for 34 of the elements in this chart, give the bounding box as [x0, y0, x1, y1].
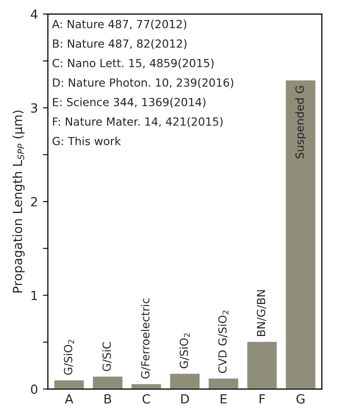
bar: [92, 375, 124, 390]
x-tick-label: E: [220, 394, 227, 404]
annotation: G/SiO$_{2}$: [64, 340, 74, 375]
x-tick-label: D: [181, 394, 189, 404]
annotation: C: Nano Lett. 15, 4859(2015): [52, 58, 214, 69]
annotation: D: Nature Photon. 10, 239(2016): [53, 78, 234, 88]
bar: [130, 382, 162, 390]
annotation: F: Nature Mater. 14, 421(2015): [53, 117, 223, 128]
bar: [207, 377, 240, 390]
annotation: Suspended G: [295, 86, 306, 158]
annotation: G: This work: [52, 136, 121, 146]
annotation: E: Science 344, 1369(2014): [53, 98, 206, 108]
annotation: A: Nature 487, 77(2012): [52, 20, 186, 30]
bar: [284, 78, 317, 390]
x-tick-label: F: [260, 394, 265, 404]
annotation: G/Ferroelectric: [140, 298, 150, 379]
y-tick-label: 1: [32, 290, 37, 300]
annotation: B: Nature 487, 82(2012): [53, 39, 186, 50]
x-tick-label: A: [64, 394, 74, 404]
x-tick-label: C: [142, 394, 150, 404]
annotation: BN/G/BN: [256, 290, 266, 336]
annotation: G/SiO$_{2}$: [179, 333, 190, 368]
bar: [52, 378, 86, 390]
annotation: G/SiC: [102, 342, 112, 372]
y-axis-title: Propagation Length L$_{SPP}$ (μm): [12, 110, 25, 292]
x-tick-label: B: [104, 394, 112, 404]
annotation: CVD G/SiO$_{2}$: [218, 310, 228, 374]
y-tick-label: 3: [31, 103, 38, 113]
bar: [246, 340, 278, 390]
x-tick-label: G: [296, 394, 304, 404]
y-tick-label: 0: [31, 384, 38, 394]
y-tick-label: 4: [30, 10, 38, 19]
y-tick-label: 2: [31, 197, 37, 206]
bar: [168, 372, 201, 390]
